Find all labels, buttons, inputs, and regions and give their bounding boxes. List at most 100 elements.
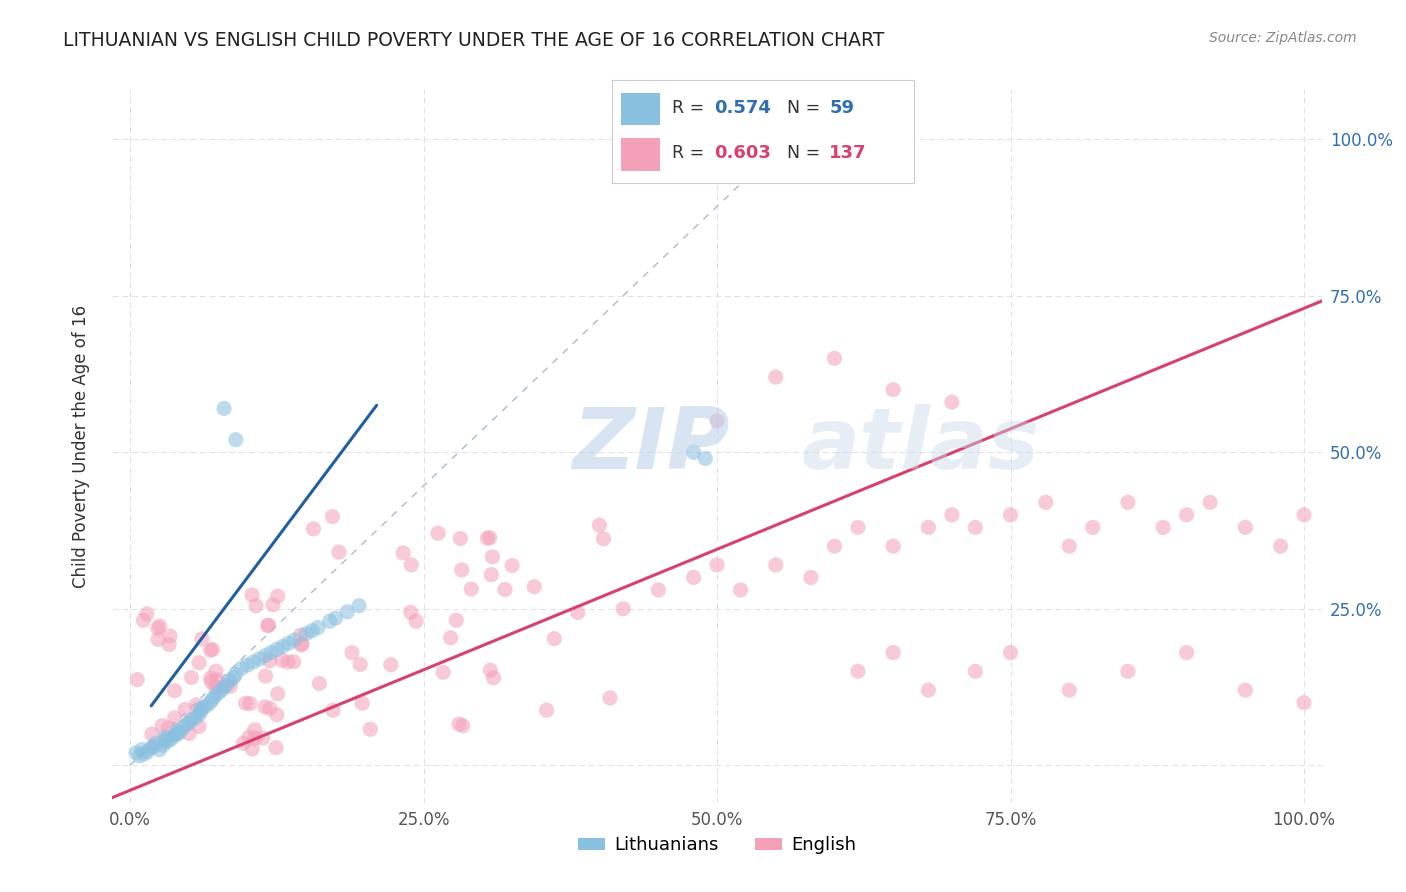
Point — [765, 558, 787, 572]
Point — [267, 687, 290, 701]
Point — [266, 642, 288, 657]
Point — [846, 665, 869, 679]
Point — [277, 636, 299, 650]
Text: 137: 137 — [830, 145, 866, 162]
Text: ZIP: ZIP — [572, 404, 730, 488]
Point — [177, 715, 200, 730]
Point — [149, 619, 172, 633]
Point — [127, 673, 149, 687]
Point — [706, 414, 728, 428]
Point — [449, 532, 471, 546]
Point — [405, 614, 427, 628]
Point — [271, 653, 294, 667]
Point — [245, 599, 267, 613]
Point — [1057, 683, 1080, 698]
Point — [283, 655, 305, 669]
Point — [231, 661, 253, 675]
Point — [523, 580, 546, 594]
Point — [222, 671, 245, 685]
Point — [336, 605, 359, 619]
Point — [965, 665, 987, 679]
Text: Source: ZipAtlas.com: Source: ZipAtlas.com — [1209, 31, 1357, 45]
Point — [352, 696, 374, 710]
Point — [225, 433, 247, 447]
Text: N =: N = — [787, 99, 825, 117]
Point — [965, 520, 987, 534]
Point — [239, 697, 262, 711]
Point — [128, 748, 150, 763]
Point — [302, 522, 325, 536]
Point — [882, 539, 904, 553]
Point — [1000, 646, 1022, 660]
Point — [917, 683, 939, 698]
Point — [567, 606, 589, 620]
Point — [212, 680, 235, 694]
Point — [183, 711, 205, 725]
Point — [198, 696, 221, 710]
Point — [1057, 539, 1080, 553]
Point — [260, 646, 283, 660]
Point — [401, 558, 423, 572]
Point — [478, 531, 501, 545]
Point — [264, 740, 287, 755]
Point — [166, 727, 188, 741]
Point — [252, 731, 274, 745]
Point — [1270, 539, 1292, 553]
Point — [917, 520, 939, 534]
Point — [211, 683, 233, 698]
Point — [446, 613, 468, 627]
Point — [225, 667, 247, 681]
Point — [145, 736, 167, 750]
Point — [204, 690, 226, 704]
Point — [148, 742, 170, 756]
Point — [941, 508, 963, 522]
Point — [612, 601, 634, 615]
Point — [1199, 495, 1222, 509]
Point — [647, 582, 669, 597]
Point — [359, 722, 381, 736]
Point — [201, 692, 224, 706]
Point — [307, 621, 329, 635]
Point — [254, 648, 277, 663]
Point — [187, 708, 209, 723]
Point — [479, 567, 502, 582]
Point — [259, 701, 281, 715]
Point — [494, 582, 516, 597]
Point — [155, 733, 177, 747]
Point — [135, 607, 157, 621]
Point — [290, 628, 312, 642]
Point — [253, 700, 276, 714]
Point — [176, 717, 198, 731]
Point — [207, 686, 229, 700]
Point — [238, 730, 260, 744]
Point — [882, 646, 904, 660]
Point — [427, 526, 450, 541]
Point — [205, 664, 228, 678]
Point — [243, 723, 266, 737]
Point — [262, 598, 284, 612]
Point — [179, 726, 201, 740]
Point — [141, 740, 163, 755]
Point — [1081, 520, 1104, 534]
Point — [157, 721, 180, 735]
Point — [451, 719, 474, 733]
Point — [501, 558, 523, 573]
Point — [155, 730, 177, 744]
Point — [236, 658, 259, 673]
Point — [186, 698, 208, 712]
Point — [200, 674, 222, 689]
Point — [159, 629, 181, 643]
Point — [295, 627, 318, 641]
Point — [191, 700, 214, 714]
Point — [157, 638, 180, 652]
Point — [321, 509, 343, 524]
Point — [188, 719, 211, 733]
Point — [695, 451, 717, 466]
Point — [266, 589, 288, 603]
Point — [322, 703, 344, 717]
Point — [142, 739, 165, 754]
Text: 59: 59 — [830, 99, 855, 117]
Point — [277, 655, 299, 669]
Point — [1116, 665, 1139, 679]
Point — [240, 742, 263, 756]
